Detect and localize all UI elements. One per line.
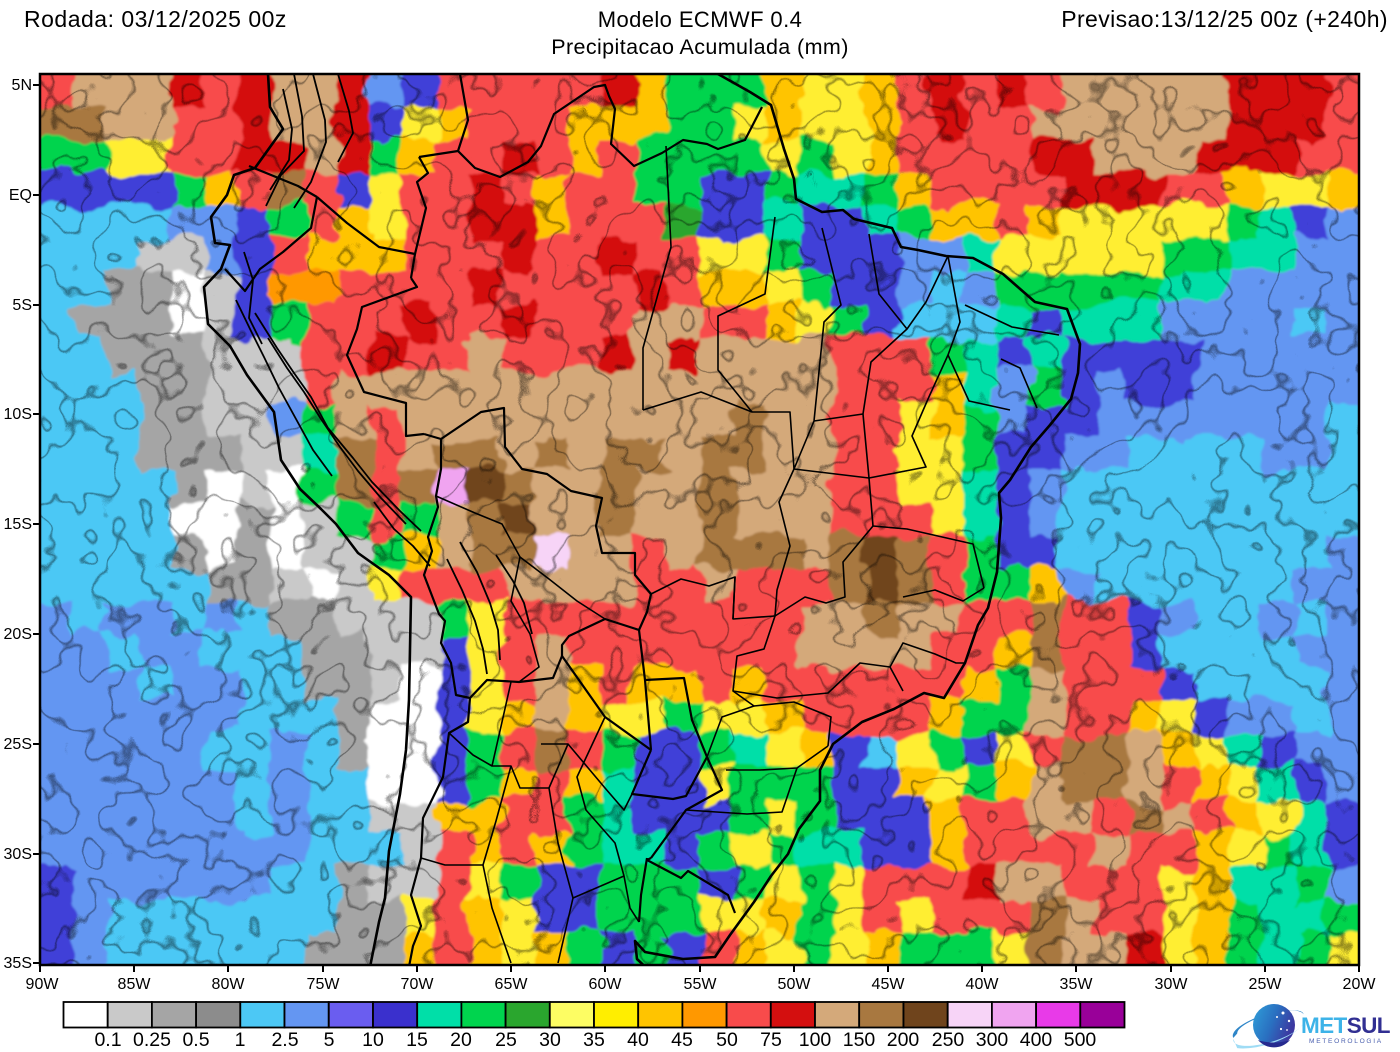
svg-text:250: 250 bbox=[932, 1029, 965, 1051]
svg-text:30S: 30S bbox=[4, 846, 32, 863]
svg-text:15S: 15S bbox=[4, 516, 32, 533]
svg-text:300: 300 bbox=[976, 1029, 1009, 1051]
svg-text:Previsao:13/12/25 00z (+240h): Previsao:13/12/25 00z (+240h) bbox=[1061, 6, 1388, 32]
svg-text:20W: 20W bbox=[1343, 976, 1377, 993]
svg-text:85W: 85W bbox=[118, 976, 152, 993]
svg-text:0.25: 0.25 bbox=[133, 1029, 171, 1051]
svg-text:EQ: EQ bbox=[9, 187, 32, 204]
svg-text:35W: 35W bbox=[1060, 976, 1094, 993]
svg-text:10S: 10S bbox=[4, 406, 32, 423]
svg-text:40W: 40W bbox=[966, 976, 1000, 993]
svg-text:METEOROLOGIA: METEOROLOGIA bbox=[1309, 1038, 1383, 1045]
svg-text:200: 200 bbox=[887, 1029, 920, 1051]
svg-text:75W: 75W bbox=[307, 976, 341, 993]
svg-text:25: 25 bbox=[495, 1029, 517, 1051]
svg-text:5S: 5S bbox=[12, 297, 32, 314]
svg-text:90W: 90W bbox=[26, 976, 60, 993]
svg-text:45: 45 bbox=[671, 1029, 693, 1051]
svg-text:35: 35 bbox=[583, 1029, 605, 1051]
svg-text:10: 10 bbox=[362, 1029, 384, 1051]
svg-text:500: 500 bbox=[1064, 1029, 1097, 1051]
svg-text:METSUL: METSUL bbox=[1301, 1013, 1391, 1038]
svg-text:25S: 25S bbox=[4, 736, 32, 753]
svg-text:Modelo ECMWF 0.4: Modelo ECMWF 0.4 bbox=[598, 7, 802, 32]
svg-text:1: 1 bbox=[235, 1029, 246, 1051]
svg-text:30: 30 bbox=[539, 1029, 561, 1051]
svg-text:35S: 35S bbox=[4, 955, 32, 972]
svg-text:20: 20 bbox=[450, 1029, 472, 1051]
svg-text:100: 100 bbox=[799, 1029, 832, 1051]
svg-text:55W: 55W bbox=[684, 976, 718, 993]
svg-text:50W: 50W bbox=[778, 976, 812, 993]
svg-text:400: 400 bbox=[1020, 1029, 1053, 1051]
svg-text:150: 150 bbox=[843, 1029, 876, 1051]
svg-text:45W: 45W bbox=[872, 976, 906, 993]
svg-text:60W: 60W bbox=[589, 976, 623, 993]
svg-text:0.1: 0.1 bbox=[94, 1029, 121, 1051]
svg-text:2.5: 2.5 bbox=[271, 1029, 298, 1051]
svg-text:Precipitacao Acumulada (mm): Precipitacao Acumulada (mm) bbox=[551, 35, 849, 59]
svg-text:25W: 25W bbox=[1249, 976, 1283, 993]
svg-text:5: 5 bbox=[324, 1029, 335, 1051]
svg-text:20S: 20S bbox=[4, 626, 32, 643]
svg-text:15: 15 bbox=[406, 1029, 428, 1051]
svg-text:0.5: 0.5 bbox=[182, 1029, 209, 1051]
svg-text:70W: 70W bbox=[401, 976, 435, 993]
svg-text:75: 75 bbox=[760, 1029, 782, 1051]
svg-text:50: 50 bbox=[716, 1029, 738, 1051]
svg-text:30W: 30W bbox=[1155, 976, 1189, 993]
svg-text:Rodada: 03/12/2025 00z: Rodada: 03/12/2025 00z bbox=[24, 6, 287, 32]
svg-text:65W: 65W bbox=[495, 976, 529, 993]
svg-text:40: 40 bbox=[627, 1029, 649, 1051]
svg-text:80W: 80W bbox=[212, 976, 246, 993]
svg-text:5N: 5N bbox=[12, 77, 32, 94]
